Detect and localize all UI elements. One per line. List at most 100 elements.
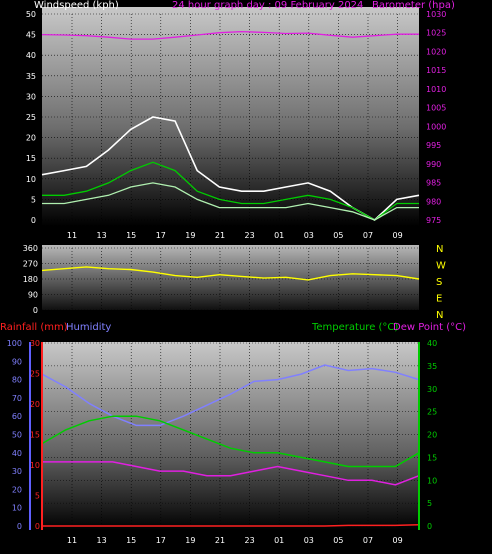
compass-label: E [436, 294, 442, 305]
temperature-y-tick-label: 10 [427, 476, 437, 485]
wind-x-tick-label: 13 [97, 231, 107, 240]
wind-x-tick-label: 01 [274, 231, 284, 240]
temperature-x-tick-label: 13 [97, 536, 107, 545]
wind-x-tick-label: 09 [393, 231, 403, 240]
wind-y-tick-label: 25 [26, 113, 36, 122]
barometer-y-tick-label: 985 [426, 179, 441, 188]
temperature-x-tick-label: 01 [274, 536, 284, 545]
humidity-y-tick-label: 80 [12, 376, 22, 385]
barometer-y-tick-label: 995 [426, 141, 441, 150]
temperature-x-tick-label: 05 [333, 536, 343, 545]
wind-y-tick-label: 20 [26, 134, 36, 143]
barometer-y-tick-label: 980 [426, 197, 441, 206]
temperature-y-tick-label: 30 [427, 385, 437, 394]
temperature-series-line-1 [41, 415, 420, 468]
wind-series-line-3 [42, 182, 419, 221]
barometer-y-tick-label: 1020 [426, 47, 446, 56]
barometer-y-tick-label: 1025 [426, 29, 446, 38]
wind-right-axis-label: Barometer (hpa) [372, 0, 455, 11]
barometer-y-tick-label: 990 [426, 160, 441, 169]
barometer-y-tick-label: 975 [426, 216, 441, 225]
wind-left-axis-label: Windspeed (kph) [34, 0, 119, 11]
compass-label: S [436, 277, 442, 288]
wind-y-tick-label: 30 [26, 92, 36, 101]
temperature-plot-area [42, 342, 419, 530]
wind-x-tick-label: 03 [304, 231, 314, 240]
rainfall-y-tick-label: 30 [30, 339, 40, 348]
rainfall-y-tick-label: 5 [35, 492, 40, 501]
temperature-x-tick-label: 23 [245, 536, 255, 545]
direction-grid [42, 247, 419, 311]
humidity-y-tick-label: 90 [12, 357, 22, 366]
temperature-y-tick-label: 35 [427, 362, 437, 371]
rainfall-y-tick-label: 15 [30, 431, 40, 440]
wind-y-tick-label: 35 [26, 72, 36, 81]
temperature-series-line-0 [41, 364, 420, 427]
temperature-x-tick-label: 03 [304, 536, 314, 545]
barometer-y-tick-label: 1000 [426, 122, 446, 131]
temperature-axis-label: Temperature (°C) [311, 322, 398, 333]
temperature-y-tick-label: 40 [427, 339, 437, 348]
temperature-x-tick-label: 19 [185, 536, 195, 545]
dewpoint-axis-label: Dew Point (°C) [393, 322, 466, 333]
rainfall-y-tick-label: 10 [30, 461, 40, 470]
barometer-y-tick-label: 1030 [426, 10, 446, 19]
barometer-y-tick-label: 1010 [426, 85, 446, 94]
temperature-axis-ticks: 0102030405060708090100051015202530051015… [7, 339, 437, 545]
humidity-axis-label: Humidity [66, 322, 111, 333]
wind-x-tick-label: 21 [215, 231, 225, 240]
rainfall-y-tick-label: 25 [30, 370, 40, 379]
temperature-x-tick-label: 11 [67, 536, 77, 545]
temperature-y-tick-label: 25 [427, 408, 437, 417]
temperature-series [41, 364, 420, 527]
wind-x-tick-label: 05 [333, 231, 343, 240]
wind-y-tick-label: 50 [26, 10, 36, 19]
direction-series [41, 266, 420, 281]
direction-series-line-0 [41, 266, 420, 281]
humidity-y-tick-label: 40 [12, 449, 22, 458]
compass-label: N [436, 310, 443, 321]
wind-x-tick-label: 15 [126, 231, 136, 240]
wind-x-tick-label: 19 [185, 231, 195, 240]
wind-x-tick-label: 23 [245, 231, 255, 240]
rainfall-y-tick-label: 0 [35, 522, 40, 531]
wind-y-tick-label: 10 [26, 175, 36, 184]
compass-label: W [436, 261, 446, 272]
humidity-y-tick-label: 60 [12, 412, 22, 421]
temperature-y-tick-label: 0 [427, 522, 432, 531]
temperature-x-tick-label: 17 [156, 536, 166, 545]
temperature-x-tick-label: 21 [215, 536, 225, 545]
wind-y-tick-label: 40 [26, 51, 36, 60]
wind-plot-area [42, 7, 419, 226]
direction-y-tick-label: 180 [23, 275, 38, 284]
wind-x-tick-label: 17 [156, 231, 166, 240]
humidity-y-tick-label: 70 [12, 394, 22, 403]
temperature-y-tick-label: 5 [427, 499, 432, 508]
rainfall-axis-label: Rainfall (mm) [0, 322, 68, 333]
humidity-y-tick-label: 50 [12, 431, 22, 440]
wind-x-tick-label: 11 [67, 231, 77, 240]
wind-series-line-2 [42, 161, 419, 221]
temperature-series-line-2 [42, 461, 420, 486]
humidity-y-tick-label: 10 [12, 504, 22, 513]
humidity-y-tick-label: 100 [7, 339, 22, 348]
barometer-y-tick-label: 1015 [426, 66, 446, 75]
wind-series [41, 30, 420, 221]
rainfall-y-tick-label: 20 [30, 400, 40, 409]
temperature-x-tick-label: 09 [393, 536, 403, 545]
wind-y-tick-label: 45 [26, 31, 36, 40]
temperature-grid [42, 342, 419, 527]
wind-y-tick-label: 0 [31, 216, 36, 225]
humidity-y-tick-label: 0 [17, 522, 22, 531]
wind-chart-title: 24 hour graph day : 09 February 2024 [172, 0, 363, 11]
wind-axis-ticks: 0510152025303540455097598098599099510001… [26, 10, 447, 240]
direction-y-tick-label: 90 [28, 291, 38, 300]
wind-y-tick-label: 15 [26, 154, 36, 163]
compass-label: N [436, 244, 443, 255]
direction-plot-area [42, 245, 419, 310]
wind-series-line-0 [41, 30, 419, 40]
temperature-y-tick-label: 20 [427, 431, 437, 440]
barometer-y-tick-label: 1005 [426, 104, 446, 113]
temperature-x-tick-label: 15 [126, 536, 136, 545]
